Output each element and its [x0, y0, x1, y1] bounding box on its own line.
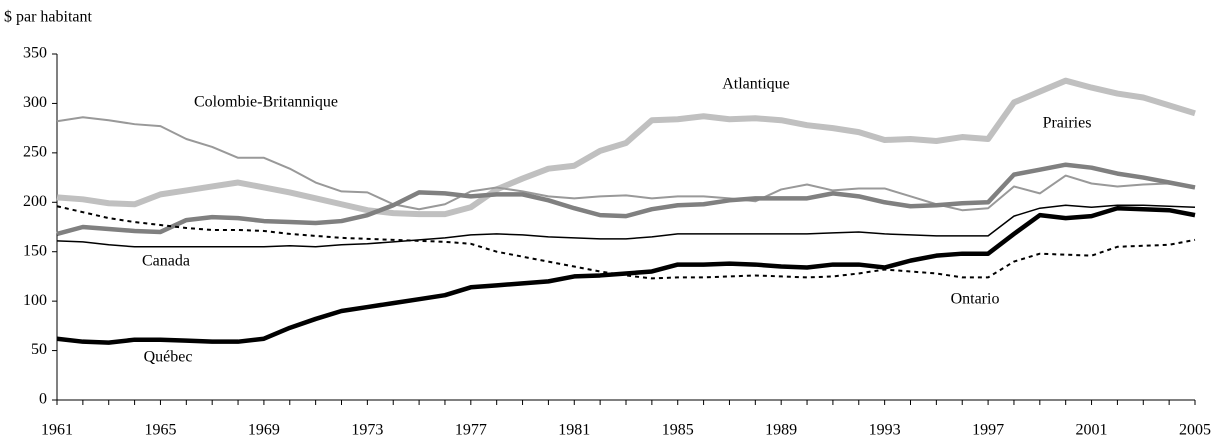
series-label: Québec: [144, 349, 193, 366]
series-line: [56, 162, 1196, 237]
y-tick-label: 300: [23, 94, 47, 111]
series-label: Colombie-Britannique: [194, 94, 338, 111]
y-tick-label: 50: [31, 341, 47, 358]
x-tick-label: 1993: [869, 422, 901, 439]
series-label: Canada: [142, 253, 190, 270]
x-tick-label: 1969: [248, 422, 280, 439]
y-tick-label: 100: [23, 292, 47, 309]
series-line: [56, 204, 1196, 248]
y-tick-label: 350: [23, 45, 47, 62]
y-tick-label: 200: [23, 193, 47, 210]
series-label: Ontario: [951, 291, 1000, 308]
x-tick-label: 1965: [144, 422, 176, 439]
y-tick-label: 0: [39, 391, 47, 408]
x-tick-label: 1961: [41, 422, 73, 439]
series-line: [56, 116, 1196, 212]
x-tick-label: 1997: [972, 422, 1004, 439]
y-tick-label: 150: [23, 242, 47, 259]
x-tick-label: 1989: [765, 422, 797, 439]
x-tick-label: 1977: [455, 422, 487, 439]
series-line: [56, 77, 1196, 218]
y-axis-label: $ par habitant: [4, 9, 93, 26]
series-label: Prairies: [1043, 115, 1092, 132]
y-tick-label: 250: [23, 144, 47, 161]
x-tick-label: 2005: [1179, 422, 1211, 439]
x-tick-label: 1985: [662, 422, 694, 439]
x-tick-label: 1981: [558, 422, 590, 439]
x-tick-label: 1973: [351, 422, 383, 439]
series-label: Atlantique: [722, 76, 790, 93]
x-tick-label: 2001: [1076, 422, 1108, 439]
series-line: [56, 205, 1196, 345]
